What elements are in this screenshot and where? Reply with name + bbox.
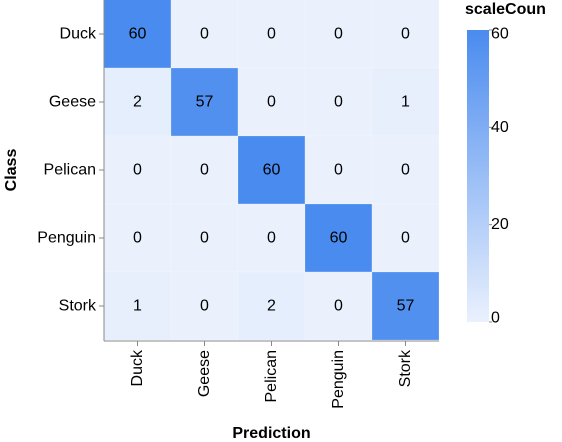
heatmap-cell bbox=[371, 271, 440, 341]
cell-value-label: 0 bbox=[401, 162, 410, 179]
cell-value-label: 0 bbox=[200, 298, 209, 315]
legend-tick-label: 40 bbox=[491, 119, 509, 136]
heatmap-cell bbox=[237, 135, 306, 205]
cell-value-label: 0 bbox=[200, 26, 209, 43]
heatmap-cell bbox=[304, 203, 373, 273]
cell-value-label: 0 bbox=[267, 94, 276, 111]
heatmap-cell bbox=[304, 271, 373, 341]
heatmap-cell bbox=[371, 203, 440, 273]
legend-title: scaleCoun bbox=[465, 1, 546, 18]
y-tick-label: Stork bbox=[59, 298, 97, 315]
heatmap-cell bbox=[237, 0, 306, 69]
heatmap-cell bbox=[237, 271, 306, 341]
legend-gradient-bar bbox=[467, 30, 489, 322]
cell-value-label: 0 bbox=[200, 230, 209, 247]
heatmap-cell bbox=[237, 203, 306, 273]
legend-tick-label: 0 bbox=[491, 310, 500, 327]
cell-value-label: 0 bbox=[401, 230, 410, 247]
legend-tick-label: 20 bbox=[491, 216, 509, 233]
cell-value-label: 0 bbox=[200, 162, 209, 179]
heatmap-cell bbox=[304, 0, 373, 69]
cell-value-label: 0 bbox=[334, 298, 343, 315]
heatmap-cell bbox=[170, 0, 239, 69]
heatmap-cell bbox=[371, 67, 440, 137]
heatmap-cell bbox=[371, 135, 440, 205]
y-tick-label: Pelican bbox=[44, 162, 96, 179]
legend-tick-label: 60 bbox=[491, 26, 509, 43]
y-tick-label: Duck bbox=[60, 26, 97, 43]
x-tick-label: Penguin bbox=[330, 350, 347, 409]
color-legend: scaleCoun 0 20 40 60 bbox=[465, 1, 546, 327]
heatmap-cell bbox=[103, 203, 172, 273]
cell-value-label: 60 bbox=[129, 26, 147, 43]
cell-value-label: 0 bbox=[334, 94, 343, 111]
heatmap-cell bbox=[170, 67, 239, 137]
heatmap-cell bbox=[170, 271, 239, 341]
cell-value-label: 0 bbox=[267, 26, 276, 43]
cell-value-label: 0 bbox=[334, 162, 343, 179]
heatmap-cell bbox=[304, 135, 373, 205]
heatmap-cell bbox=[103, 67, 172, 137]
y-tick-label: Penguin bbox=[37, 230, 96, 247]
cell-value-label: 0 bbox=[133, 162, 142, 179]
heatmap-cell bbox=[103, 271, 172, 341]
cell-value-label: 60 bbox=[263, 162, 281, 179]
cell-value-label: 0 bbox=[133, 230, 142, 247]
cell-value-label: 0 bbox=[334, 26, 343, 43]
x-tick-label: Stork bbox=[397, 349, 414, 387]
y-tick-label: Geese bbox=[49, 94, 96, 111]
x-tick-label: Pelican bbox=[263, 350, 280, 402]
y-axis: Duck Geese Pelican Penguin Stork bbox=[37, 0, 105, 341]
cell-value-label: 2 bbox=[267, 298, 276, 315]
x-tick-label: Duck bbox=[129, 349, 146, 386]
cell-value-label: 57 bbox=[196, 94, 214, 111]
cell-value-label: 0 bbox=[401, 26, 410, 43]
heatmap-cell bbox=[304, 67, 373, 137]
cell-value-label: 1 bbox=[133, 298, 142, 315]
heatmap-cell-labels: 60 0 0 0 0 2 57 0 0 1 0 0 60 0 0 0 0 0 60 0 1 0 2 0 57 bbox=[129, 26, 415, 315]
cell-value-label: 1 bbox=[401, 94, 410, 111]
cell-value-label: 0 bbox=[267, 230, 276, 247]
heatmap-cells bbox=[103, 0, 440, 341]
cell-value-label: 60 bbox=[330, 230, 348, 247]
heatmap-cell bbox=[170, 135, 239, 205]
x-tick-label: Geese bbox=[196, 350, 213, 397]
heatmap-cell bbox=[237, 67, 306, 137]
heatmap-cell bbox=[170, 203, 239, 273]
x-axis: Duck Geese Pelican Penguin Stork bbox=[104, 340, 439, 409]
cell-value-label: 57 bbox=[397, 298, 415, 315]
heatmap-cell bbox=[371, 0, 440, 69]
x-axis-title: Prediction bbox=[232, 425, 310, 442]
y-axis-title: Class bbox=[3, 149, 20, 192]
heatmap-cell bbox=[103, 0, 172, 69]
legend-ticks: 0 20 40 60 bbox=[489, 26, 509, 327]
cell-value-label: 2 bbox=[133, 94, 142, 111]
